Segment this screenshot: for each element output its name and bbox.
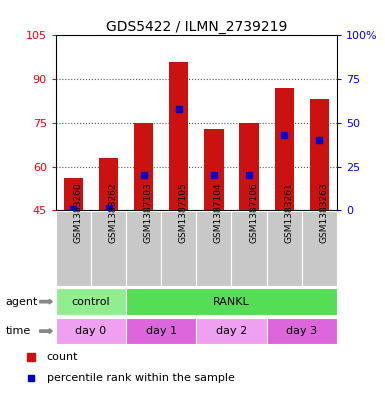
Bar [196,211,231,286]
Text: GSM1383261: GSM1383261 [284,182,293,243]
Bar [204,129,224,210]
Bar [126,288,337,315]
Bar [91,211,126,286]
Text: GSM1383263: GSM1383263 [319,182,328,243]
Text: GSM1383260: GSM1383260 [74,182,82,243]
Bar [126,318,196,344]
Text: control: control [72,297,110,307]
Text: RANKL: RANKL [213,297,250,307]
Bar [231,211,266,286]
Bar [134,123,153,210]
Text: percentile rank within the sample: percentile rank within the sample [47,373,235,383]
Bar [99,158,118,210]
Text: GSM1387106: GSM1387106 [249,182,258,243]
Bar [302,211,337,286]
Bar [310,99,329,210]
Bar [169,62,188,210]
Text: day 1: day 1 [146,326,177,336]
Bar [126,211,161,286]
Title: GDS5422 / ILMN_2739219: GDS5422 / ILMN_2739219 [105,20,287,34]
Text: GSM1387105: GSM1387105 [179,182,188,243]
Text: day 0: day 0 [75,326,107,336]
Text: count: count [47,352,79,362]
Text: GSM1387104: GSM1387104 [214,182,223,243]
Bar [266,318,337,344]
Bar [56,318,126,344]
Text: time: time [6,326,31,336]
Text: day 2: day 2 [216,326,247,336]
Bar [56,288,126,315]
Bar [64,178,83,210]
Bar [275,88,294,210]
Text: GSM1387103: GSM1387103 [144,182,153,243]
Bar [196,318,266,344]
Bar [56,211,91,286]
Text: day 3: day 3 [286,326,317,336]
Bar [266,211,302,286]
Text: agent: agent [6,297,38,307]
Bar [161,211,196,286]
Text: GSM1383262: GSM1383262 [109,182,117,243]
Bar [239,123,259,210]
